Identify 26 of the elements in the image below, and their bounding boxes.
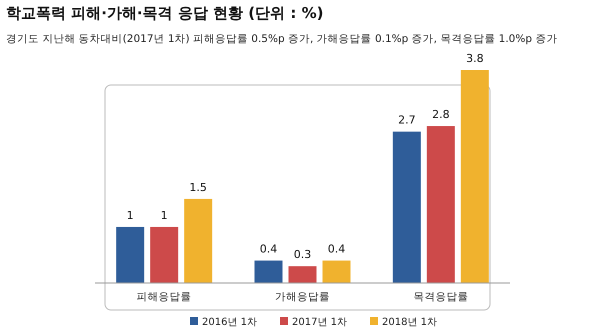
x-tick-label: 가해응답률 bbox=[275, 291, 330, 303]
data-label: 2.7 bbox=[398, 114, 416, 127]
x-tick-label: 목격응답률 bbox=[413, 291, 468, 303]
x-tick-label: 피해응답률 bbox=[136, 291, 192, 303]
data-label: 1 bbox=[126, 208, 134, 222]
legend-label: 2016년 1차 bbox=[202, 317, 257, 328]
data-label: 0.3 bbox=[294, 248, 312, 262]
bar bbox=[392, 132, 421, 283]
data-label: 1 bbox=[160, 208, 168, 222]
chart-title: 학교폭력 피해·가해·목격 응답 현황 (단위 : %) bbox=[6, 4, 324, 22]
data-label: 2.8 bbox=[432, 108, 450, 122]
bar bbox=[426, 126, 455, 283]
bar bbox=[150, 226, 178, 283]
bar bbox=[254, 260, 282, 283]
data-label: 0.4 bbox=[328, 242, 346, 256]
bar bbox=[184, 198, 212, 283]
bar bbox=[322, 260, 350, 283]
bar bbox=[116, 226, 144, 283]
legend-label: 2018년 1차 bbox=[382, 317, 437, 328]
data-label: 1.5 bbox=[189, 180, 207, 194]
data-label: 0.4 bbox=[260, 242, 278, 256]
legend-label: 2017년 1차 bbox=[292, 317, 347, 328]
bar bbox=[288, 266, 316, 283]
bar bbox=[460, 70, 489, 283]
chart-subtitle: 경기도 지난해 동차대비(2017년 1차) 피해응답률 0.5%p 증가, 가해응답률 0.1%p 증가, 목격응답률 1.0%p 증가 bbox=[6, 33, 558, 45]
data-label: 3.8 bbox=[466, 52, 484, 65]
